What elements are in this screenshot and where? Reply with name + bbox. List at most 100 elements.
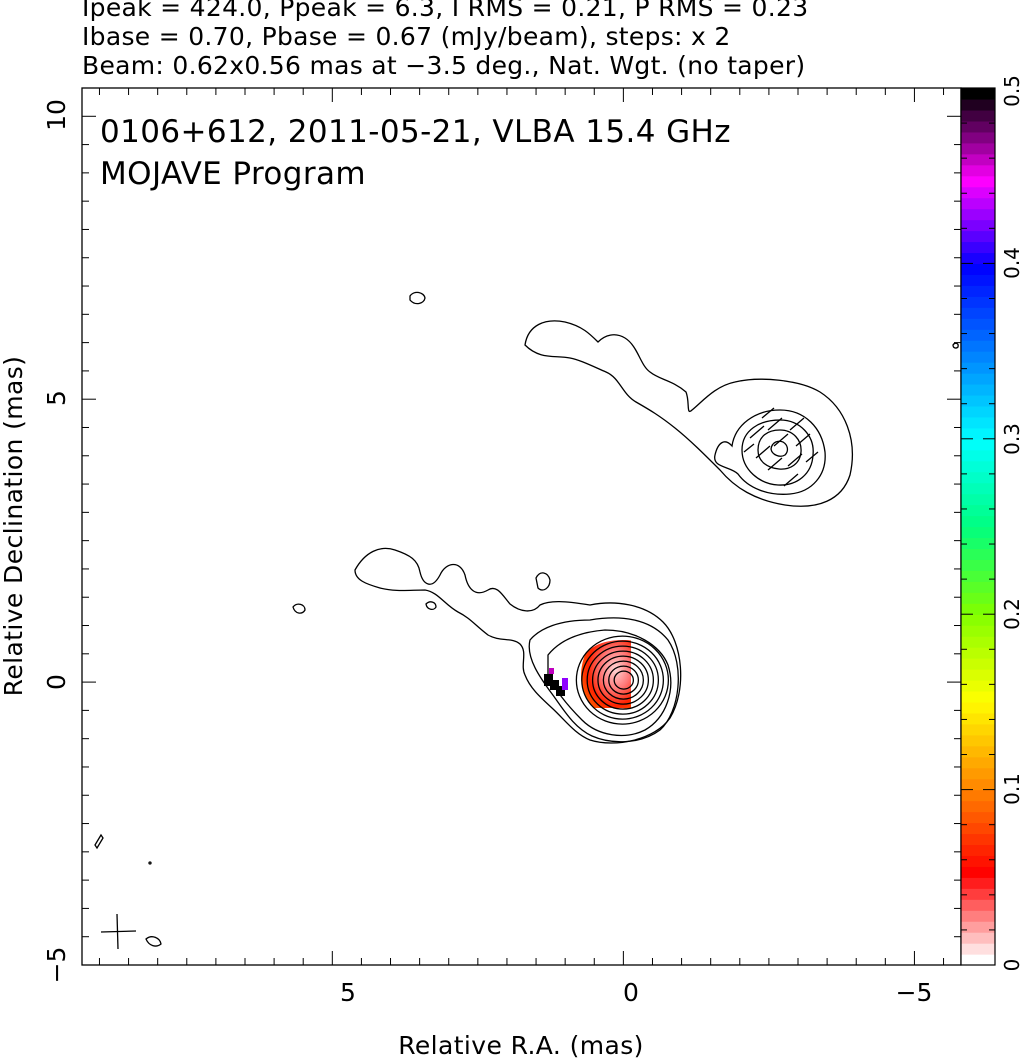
colorbar-band bbox=[961, 241, 995, 254]
colorbar-band bbox=[961, 449, 995, 462]
core-contour-ring bbox=[586, 645, 660, 715]
header-line-3: Beam: 0.62x0.56 mas at −3.5 deg., Nat. W… bbox=[82, 51, 806, 80]
colorbar-band bbox=[961, 285, 995, 297]
colorbar-band bbox=[961, 778, 995, 791]
colorbar-band bbox=[961, 142, 995, 155]
colorbar-band bbox=[961, 351, 995, 363]
colorbar-band bbox=[961, 603, 995, 615]
colorbar-band bbox=[961, 811, 995, 824]
upper-contour-2 bbox=[714, 409, 826, 495]
colorbar-band bbox=[961, 438, 995, 451]
pol-pixel bbox=[556, 686, 565, 696]
island-contour bbox=[425, 601, 437, 611]
colorbar-band bbox=[961, 274, 995, 286]
core-contour-ring bbox=[591, 650, 655, 710]
island-contour bbox=[952, 342, 959, 349]
colorbar-band bbox=[961, 690, 995, 703]
colorbar-tick-label: 0.4 bbox=[1000, 247, 1021, 279]
colorbar-band bbox=[961, 745, 995, 758]
colorbar: 0 0.1 0.2 0.3 0.4 0.5 bbox=[960, 75, 1021, 971]
colorbar-band bbox=[961, 932, 995, 944]
colorbar-band bbox=[961, 197, 995, 210]
colorbar-band bbox=[961, 252, 995, 264]
colorbar-band bbox=[961, 855, 995, 867]
colorbar-band bbox=[961, 658, 995, 670]
colorbar-band bbox=[961, 329, 995, 341]
evpa-vectors bbox=[743, 407, 819, 487]
colorbar-band bbox=[961, 800, 995, 813]
colorbar-band bbox=[961, 88, 995, 100]
colorbar-band bbox=[961, 679, 995, 692]
colorbar-band bbox=[961, 186, 995, 199]
colorbar-band bbox=[961, 570, 995, 582]
axis-ticks bbox=[82, 87, 961, 966]
plot-frame bbox=[81, 87, 962, 966]
colorbar-band bbox=[961, 559, 995, 571]
colorbar-band bbox=[961, 921, 995, 933]
colorbar-band bbox=[961, 669, 995, 681]
colorbar-band bbox=[961, 373, 995, 385]
colorbar-band bbox=[961, 482, 995, 495]
colorbar-band bbox=[961, 98, 995, 111]
pol-pixel bbox=[544, 674, 553, 686]
colorbar-band bbox=[961, 208, 995, 221]
x-tick-label: 0 bbox=[623, 978, 639, 1007]
plot-header: Ipeak = 424.0, Ppeak = 6.3, I RMS = 0.21… bbox=[82, 0, 982, 80]
core-contour-ring bbox=[602, 660, 645, 700]
colorbar-band bbox=[961, 340, 995, 352]
x-axis-label: Relative R.A. (mas) bbox=[398, 1031, 644, 1060]
colorbar-tick-label: 0.2 bbox=[1000, 598, 1021, 630]
colorbar-band bbox=[961, 175, 995, 188]
colorbar-band bbox=[961, 647, 995, 659]
colorbar-band bbox=[961, 789, 995, 802]
colorbar-band bbox=[961, 526, 995, 539]
colorbar-band bbox=[961, 899, 995, 911]
colorbar-band bbox=[961, 131, 995, 144]
colorbar-band bbox=[961, 307, 995, 319]
core-contour-ring bbox=[575, 635, 670, 725]
upper-outer-contour bbox=[524, 320, 853, 507]
x-tick-labels: 5 0 −5 bbox=[340, 978, 932, 1007]
colorbar-band bbox=[961, 460, 995, 473]
pol-pixel bbox=[550, 680, 559, 690]
colorbar-band bbox=[961, 537, 995, 550]
header-line-1: Ipeak = 424.0, Ppeak = 6.3, I RMS = 0.21… bbox=[82, 0, 809, 22]
colorbar-frame bbox=[960, 87, 996, 966]
colorbar-band bbox=[961, 263, 995, 275]
y-tick-label: 0 bbox=[42, 674, 71, 690]
colorbar-band bbox=[961, 427, 995, 440]
colorbar-band bbox=[961, 712, 995, 725]
colorbar-band bbox=[961, 844, 995, 856]
colorbar-band bbox=[961, 581, 995, 593]
chart-title: 0106+612, 2011-05-21, VLBA 15.4 GHz bbox=[100, 114, 731, 150]
colorbar-band bbox=[961, 362, 995, 374]
colorbar-tick-label: 0.1 bbox=[1000, 773, 1021, 805]
colorbar-ticks bbox=[961, 87, 995, 966]
colorbar-band bbox=[961, 877, 995, 889]
colorbar-band bbox=[961, 120, 995, 133]
colorbar-band bbox=[961, 625, 995, 637]
core-contour-rings bbox=[575, 635, 670, 725]
colorbar-band bbox=[961, 416, 995, 429]
colorbar-band bbox=[961, 296, 995, 308]
colorbar-tick-label: 0.5 bbox=[1000, 75, 1021, 107]
colorbar-band bbox=[961, 394, 995, 407]
upper-contour-5 bbox=[770, 440, 789, 457]
colorbar-band bbox=[961, 153, 995, 166]
core-contour-ring bbox=[608, 665, 640, 695]
colorbar-band bbox=[961, 592, 995, 604]
colorbar-band bbox=[961, 471, 995, 484]
y-tick-label: 5 bbox=[42, 390, 71, 406]
colorbar-band bbox=[961, 164, 995, 177]
colorbar-band bbox=[961, 504, 995, 517]
island-contour bbox=[409, 291, 426, 305]
colorbar-band bbox=[961, 515, 995, 528]
colorbar-fill bbox=[961, 88, 995, 966]
island-contour bbox=[292, 603, 306, 614]
colorbar-band bbox=[961, 548, 995, 560]
y-tick-label: 10 bbox=[42, 99, 71, 131]
chart-subtitle: MOJAVE Program bbox=[100, 156, 366, 192]
x-tick-label: 5 bbox=[340, 978, 356, 1007]
colorbar-band bbox=[961, 734, 995, 747]
